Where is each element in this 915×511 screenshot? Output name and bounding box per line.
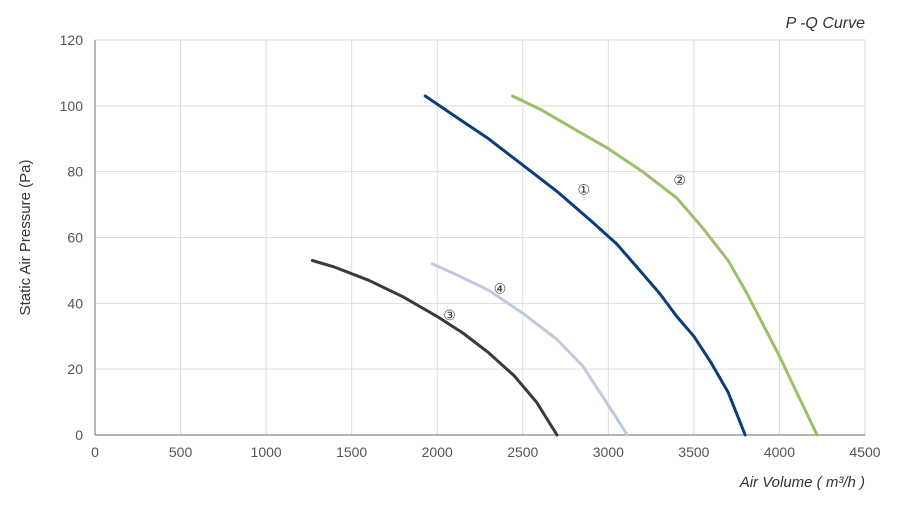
chart-title: P -Q Curve xyxy=(786,15,866,32)
y-tick-label: 80 xyxy=(67,164,83,180)
pq-curve-chart: 0 500 1000 1500 2000 2500 3000 3500 4000 4500 0 20 4… xyxy=(0,0,915,511)
x-tick-label: 3500 xyxy=(678,444,709,460)
chart-bg xyxy=(0,0,915,511)
y-tick-label: 20 xyxy=(67,361,83,377)
y-tick-label: 120 xyxy=(60,32,84,48)
x-tick-label: 0 xyxy=(91,444,99,460)
series-mark-s4: ④ xyxy=(494,280,507,296)
chart-svg: 0 500 1000 1500 2000 2500 3000 3500 4000 4500 0 20 4… xyxy=(0,0,915,511)
x-tick-label: 2500 xyxy=(507,444,538,460)
y-tick-label: 60 xyxy=(67,230,83,246)
series-mark-s2: ② xyxy=(673,172,686,188)
y-tick-label: 0 xyxy=(75,427,83,443)
x-axis-label: Air Volume ( m³/h ) xyxy=(739,474,865,491)
y-axis-label: Static Air Pressure (Pa) xyxy=(17,160,34,316)
x-tick-label: 500 xyxy=(169,444,193,460)
x-tick-label: 1000 xyxy=(251,444,282,460)
x-tick-label: 1500 xyxy=(336,444,367,460)
y-tick-label: 100 xyxy=(60,98,84,114)
x-tick-label: 4500 xyxy=(849,444,880,460)
x-tick-label: 3000 xyxy=(593,444,624,460)
series-mark-s1: ① xyxy=(578,182,591,198)
x-tick-label: 4000 xyxy=(764,444,795,460)
x-tick-label: 2000 xyxy=(422,444,453,460)
y-tick-label: 40 xyxy=(67,295,83,311)
series-mark-s3: ③ xyxy=(443,307,456,323)
